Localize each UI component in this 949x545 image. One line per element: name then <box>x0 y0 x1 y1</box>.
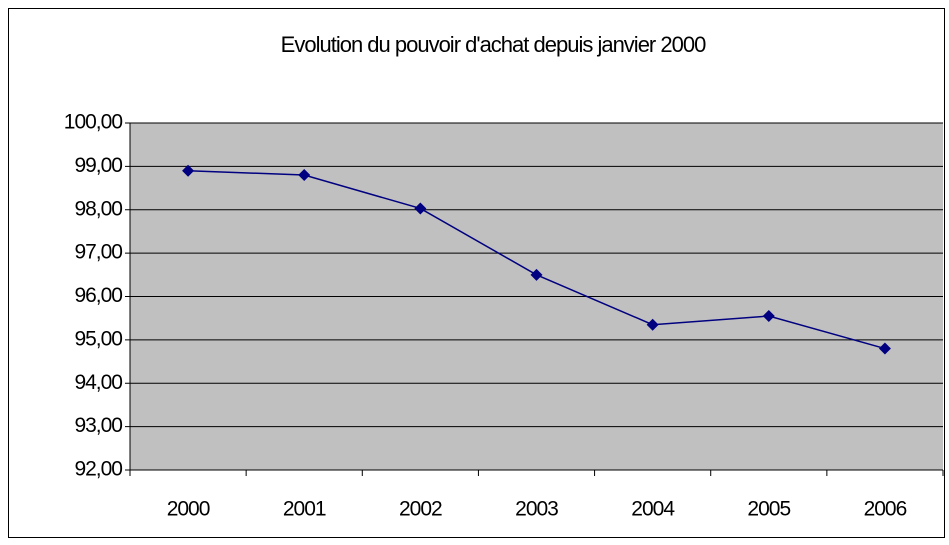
y-tick-label: 99,00 <box>74 154 122 177</box>
data-point <box>762 310 775 323</box>
y-tick-label: 100,00 <box>64 111 123 134</box>
x-tick-label: 2005 <box>747 498 790 521</box>
x-tick-label: 2003 <box>515 498 558 521</box>
x-tick-label: 2002 <box>399 498 442 521</box>
data-point <box>646 318 659 331</box>
data-point <box>298 169 311 182</box>
y-tick-label: 93,00 <box>74 414 122 437</box>
y-tick-label: 94,00 <box>74 371 122 394</box>
data-point <box>530 268 543 281</box>
y-tick-label: 98,00 <box>74 197 122 220</box>
x-tick-label: 2001 <box>283 498 326 521</box>
y-tick-label: 95,00 <box>74 327 122 350</box>
y-tick-label: 97,00 <box>74 241 122 264</box>
x-tick-label: 2006 <box>864 498 907 521</box>
data-point <box>414 202 427 215</box>
chart-title: Evolution du pouvoir d'achat depuis janv… <box>281 32 706 57</box>
y-tick-label: 96,00 <box>74 284 122 307</box>
data-point <box>182 164 195 177</box>
x-tick-label: 2000 <box>167 498 210 521</box>
y-tick-label: 92,00 <box>74 458 122 481</box>
data-point <box>878 342 891 355</box>
x-tick-label: 2004 <box>631 498 675 521</box>
